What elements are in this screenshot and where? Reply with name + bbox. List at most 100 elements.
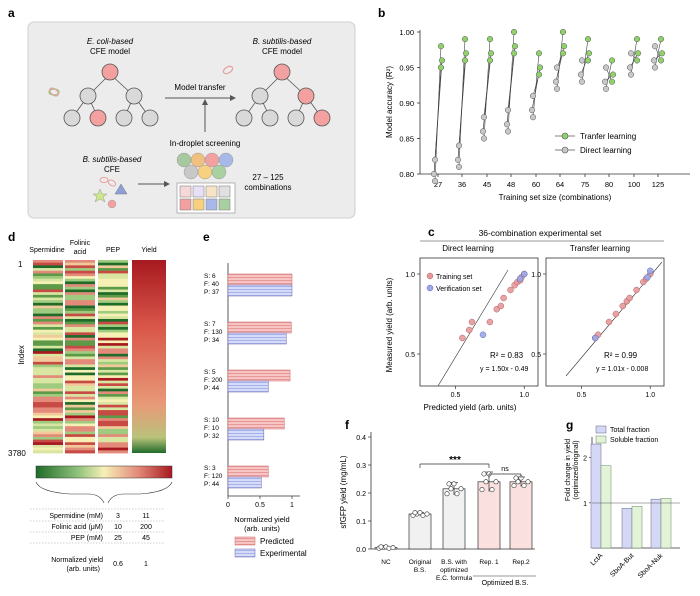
e-group-p: P: 37 — [204, 289, 220, 296]
f-replicate-point — [390, 545, 396, 551]
b-y-tick-label: 0.95 — [399, 64, 414, 73]
c-x-label: Predicted yield (arb. units) — [424, 403, 517, 412]
heatmap-cell — [33, 356, 63, 360]
b-direct-point — [553, 85, 561, 92]
f-replicate-point — [479, 487, 485, 493]
b-data-points — [430, 28, 666, 185]
g-y-label-1: Fold change in yield — [565, 439, 572, 501]
e-group-f: F: 120 — [204, 473, 223, 480]
table-row-label: Spermidine (mM) — [49, 513, 103, 520]
heatmap-cell — [98, 436, 128, 440]
heatmap-cell — [65, 294, 95, 298]
heatmap-cell — [98, 428, 128, 432]
f-optimized-label: Optimized B.S. — [482, 580, 529, 587]
heatmap-cell — [65, 442, 95, 446]
f-x-label: NC — [381, 559, 391, 566]
heatmap-cell — [98, 310, 128, 315]
model-transfer-label: Model transfer — [174, 83, 225, 92]
c-training-point — [486, 318, 494, 326]
c-training-point — [605, 318, 613, 326]
heatmap-cell — [33, 380, 63, 384]
heatmap-cell — [33, 310, 63, 315]
b-direct-point — [430, 170, 438, 178]
heatmap-cell — [33, 383, 63, 387]
heatmap-cell — [33, 268, 63, 272]
heatmap-cell — [98, 294, 128, 298]
heatmap-cell — [98, 375, 128, 379]
heatmap-cell — [33, 329, 63, 333]
heatmap-cell — [98, 340, 128, 344]
b-direct-point — [504, 107, 512, 114]
heatmap-cell — [33, 332, 63, 336]
c-title: 36-combination experimental set — [479, 228, 602, 238]
b-x-tick-label: 125 — [652, 180, 665, 189]
b-pair-line — [458, 60, 466, 146]
reagents-icon — [92, 177, 128, 209]
f-replicate-point — [511, 483, 517, 489]
f-replicate-point — [458, 486, 464, 492]
heatmap-cell — [98, 423, 128, 427]
d-col-folinic-1: Folinic — [70, 240, 91, 247]
heatmap-cell — [65, 396, 95, 400]
heatmap-cell — [33, 340, 63, 344]
heatmap-cell — [98, 385, 128, 390]
heatmap-cell — [65, 278, 95, 282]
heatmap-cell — [65, 321, 95, 325]
b-transfer-point — [438, 57, 446, 64]
e-group-p: P: 32 — [204, 433, 220, 440]
f-bars — [374, 471, 533, 551]
table-low-value: 3 — [116, 513, 120, 520]
plasmid-icon — [222, 65, 234, 75]
heatmap-cell — [98, 391, 128, 395]
b-y-ticks: 0.80 0.85 0.90 0.95 1.00 — [399, 28, 420, 179]
c-training-point — [619, 302, 626, 310]
f-y-tick-label: 0.2 — [356, 491, 366, 498]
b-direct-point — [454, 156, 462, 163]
d-yield-low: 0.6 — [113, 561, 123, 568]
f-x-label: E.C. formula — [436, 575, 473, 582]
b-transfer-point — [658, 50, 666, 57]
f-y-ticks: 0.0 0.1 0.2 0.3 0.4 — [356, 435, 371, 554]
heatmap-cell — [98, 410, 128, 414]
legend-soluble-label: Soluble fraction — [610, 437, 658, 444]
c-y-label: Measured yield (arb. units) — [385, 277, 394, 372]
c-x-tick-label: 1.0 — [519, 392, 529, 399]
heatmap-cell — [98, 364, 128, 368]
heatmap-cell — [98, 434, 128, 438]
heatmap-cell — [33, 324, 63, 328]
panel-label-c: c — [428, 225, 435, 239]
c-x-tick-label: 0.5 — [577, 392, 587, 399]
heatmap-cell — [33, 316, 63, 320]
heatmap-cell — [33, 369, 63, 373]
b-direct-point — [503, 121, 511, 128]
g-soluble-bar — [600, 465, 612, 549]
f-x-label: B.S. — [414, 567, 426, 574]
heatmap-cell — [98, 407, 128, 411]
b-transfer-point — [634, 50, 642, 57]
e-x-tick-label: 0.5 — [255, 502, 265, 509]
b-direct-point — [577, 71, 585, 78]
heatmap-cell — [33, 337, 63, 341]
e-group-s: S: 3 — [204, 465, 216, 472]
heatmap-cell — [33, 327, 63, 331]
heatmap-cell — [33, 300, 63, 304]
b-transfer-point — [584, 36, 592, 43]
droplets-icon — [176, 152, 234, 180]
heatmap-cell — [98, 402, 128, 406]
table-low-value: 25 — [114, 535, 122, 542]
d-yield-label-2: (arb. units) — [67, 566, 100, 573]
b-y-tick-label: 0.85 — [399, 135, 414, 144]
b-direct-point — [651, 64, 659, 71]
b-transfer-point — [461, 57, 469, 64]
c-y-tick-label: 1.0 — [531, 272, 541, 279]
heatmap-cell — [65, 391, 95, 395]
b-legend: Tranfer learning Direct learning — [555, 132, 636, 155]
heatmap-cell — [33, 423, 63, 427]
arrow-head-icon — [164, 181, 170, 187]
b-transfer-point — [585, 50, 593, 57]
heatmap-cell — [33, 281, 63, 285]
heatmap-cell — [33, 289, 63, 293]
heatmap-cell — [98, 329, 128, 333]
arrow-head-icon — [230, 95, 236, 101]
heatmap-cell — [33, 297, 63, 301]
